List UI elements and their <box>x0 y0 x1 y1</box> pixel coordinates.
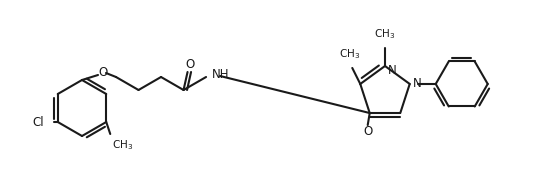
Text: CH$_3$: CH$_3$ <box>339 47 360 61</box>
Text: O: O <box>185 58 194 71</box>
Text: Cl: Cl <box>32 115 44 128</box>
Text: NH: NH <box>212 68 230 81</box>
Text: O: O <box>363 125 372 137</box>
Text: O: O <box>99 67 107 80</box>
Text: N: N <box>388 64 397 77</box>
Text: CH$_3$: CH$_3$ <box>112 138 134 152</box>
Text: CH$_3$: CH$_3$ <box>374 27 396 41</box>
Text: N: N <box>413 77 421 90</box>
